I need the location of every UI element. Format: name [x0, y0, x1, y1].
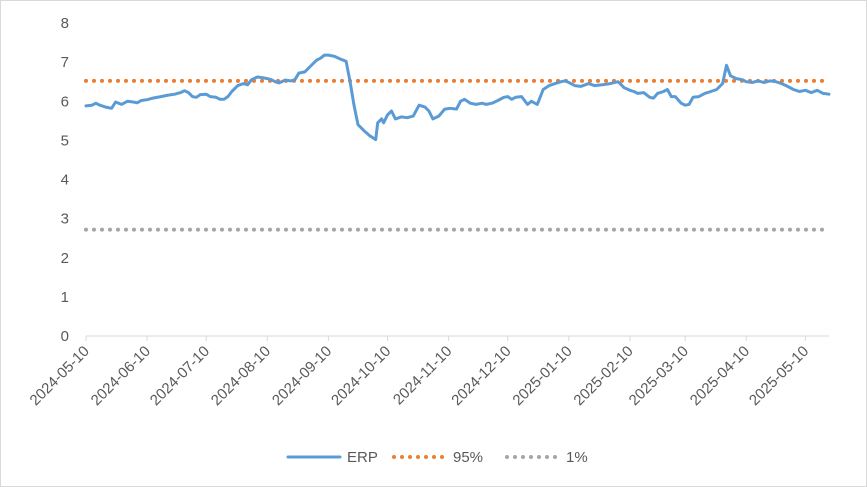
x-tick-label: 2024-06-10 — [88, 343, 154, 409]
y-axis-tick-labels: 0 1 2 3 4 5 6 7 8 — [61, 15, 69, 345]
y-tick-label: 7 — [61, 54, 69, 71]
x-tick-label: 2024-12-10 — [448, 343, 514, 409]
x-tick-label: 2024-09-10 — [269, 343, 335, 409]
x-tick-label: 2025-04-10 — [687, 343, 753, 409]
y-tick-label: 0 — [61, 328, 69, 345]
x-tick-label: 2024-08-10 — [208, 343, 274, 409]
series-layer — [84, 53, 831, 232]
legend-label: ERP — [347, 449, 378, 466]
y-tick-label: 6 — [61, 93, 69, 110]
x-tick-label: 2024-05-10 — [27, 343, 93, 409]
series-line-erp — [84, 53, 831, 142]
y-tick-label: 8 — [61, 15, 69, 32]
y-tick-label: 3 — [61, 211, 69, 228]
x-tick-label: 2024-07-10 — [147, 343, 213, 409]
x-tick-label: 2024-10-10 — [328, 343, 394, 409]
y-tick-label: 1 — [61, 289, 69, 306]
x-tick-label: 2025-03-10 — [626, 343, 692, 409]
x-tick-label: 2025-05-10 — [746, 343, 812, 409]
x-tick-label: 2025-01-10 — [509, 343, 575, 409]
y-tick-label: 2 — [61, 250, 69, 267]
x-tick-label: 2024-11-10 — [390, 343, 455, 408]
legend-label: 1% — [566, 449, 588, 466]
legend-label: 95% — [453, 449, 483, 466]
x-axis: 2024-05-102024-06-102024-07-102024-08-10… — [27, 335, 829, 409]
y-tick-label: 5 — [61, 132, 69, 149]
legend: ERP 95% 1% — [286, 449, 588, 466]
y-tick-label: 4 — [61, 172, 69, 189]
